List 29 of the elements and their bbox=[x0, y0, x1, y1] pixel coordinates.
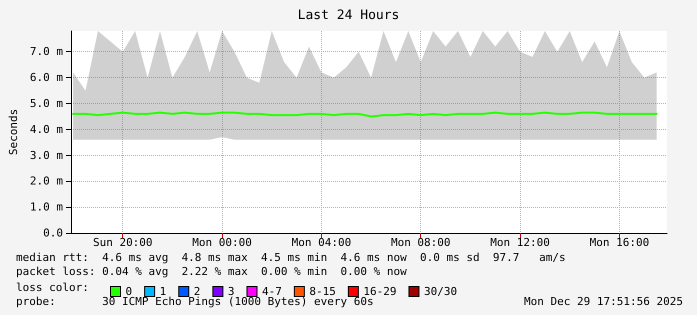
x-tick-label: Mon 12:00 bbox=[490, 236, 550, 249]
y-tick-label: 1.0 m bbox=[30, 200, 64, 214]
x-tick-label: Mon 16:00 bbox=[590, 236, 650, 249]
x-tick-label: Mon 04:00 bbox=[292, 236, 352, 249]
y-tick-label: 6.0 m bbox=[30, 71, 64, 84]
y-tick-label: 5.0 m bbox=[30, 97, 64, 110]
x-tick-label: Mon 00:00 bbox=[192, 236, 252, 249]
y-tick-label: 3.0 m bbox=[30, 148, 64, 162]
text: packet loss: 0.04 % avg 2.22 % max 0.00 % min 0.00 % now bbox=[16, 265, 408, 278]
chart-title: Last 24 Hours bbox=[298, 8, 400, 23]
legend-label: 8-15 bbox=[309, 285, 336, 298]
y-tick-label: 2.0 m bbox=[30, 174, 64, 188]
legend-label: 0 bbox=[126, 285, 132, 298]
legend-label: 16-29 bbox=[363, 285, 396, 298]
legend-label: 30/30 bbox=[424, 285, 458, 298]
y-tick-label: 0.0 bbox=[43, 226, 64, 240]
y-tick-label: 7.0 m bbox=[30, 45, 64, 58]
legend-label: 4-7 bbox=[262, 285, 282, 298]
legend-label: 2 bbox=[194, 285, 200, 298]
x-tick-label: Sun 20:00 bbox=[92, 236, 153, 249]
text: median rtt: 4.6 ms avg 4.8 ms max 4.5 ms min 4.6 ms now 0.0 ms sd 97.7 am/s bbox=[16, 251, 566, 264]
text: probe: 30 ICMP Echo Pings (1000 Bytes) every 60s bbox=[16, 295, 374, 308]
y-axis-title: Seconds bbox=[7, 108, 20, 156]
legend-label: 3 bbox=[228, 285, 234, 298]
y-tick-label: 4.0 m bbox=[30, 122, 64, 136]
text: Mon Dec 29 17:51:56 2025 bbox=[524, 295, 684, 308]
legend-label: 1 bbox=[160, 285, 166, 298]
x-tick-label: Mon 08:00 bbox=[390, 236, 451, 249]
legend-title: loss color: bbox=[16, 281, 89, 294]
